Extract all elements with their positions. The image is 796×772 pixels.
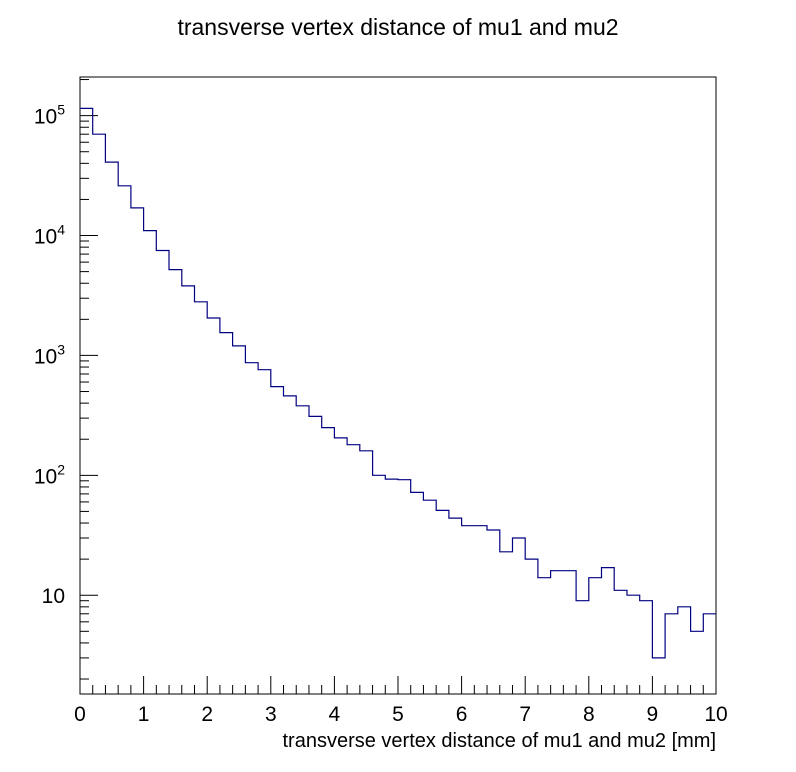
y-tick-label: 10: [42, 585, 65, 608]
x-tick-label: 10: [704, 703, 727, 726]
x-tick-label: 6: [456, 703, 468, 726]
x-tick-label: 7: [519, 703, 531, 726]
y-tick-label: 102: [34, 461, 65, 488]
histogram-series-line: [80, 107, 716, 659]
x-tick-label: 1: [138, 703, 150, 726]
x-tick-label: 2: [201, 703, 213, 726]
chart-title: transverse vertex distance of mu1 and mu…: [177, 14, 618, 40]
x-tick-label: 8: [583, 703, 595, 726]
y-axis-tick-labels: 10 102 103 104 105: [34, 102, 65, 609]
x-tick-label: 9: [647, 703, 659, 726]
x-axis-ticks: [79, 676, 717, 694]
x-tick-label: 4: [329, 703, 341, 726]
plot-frame: [79, 76, 717, 695]
x-tick-label: 0: [74, 703, 86, 726]
y-axis-ticks: [80, 79, 98, 680]
y-tick-label: 103: [34, 341, 65, 368]
y-tick-label: 104: [34, 222, 65, 249]
x-axis-tick-labels: 0 1 2 3 4 5 6 7 8 9 10: [74, 703, 728, 726]
x-axis-label: transverse vertex distance of mu1 and mu…: [282, 730, 716, 752]
y-tick-label: 105: [34, 102, 65, 129]
x-tick-label: 5: [392, 703, 404, 726]
x-tick-label: 3: [265, 703, 277, 726]
